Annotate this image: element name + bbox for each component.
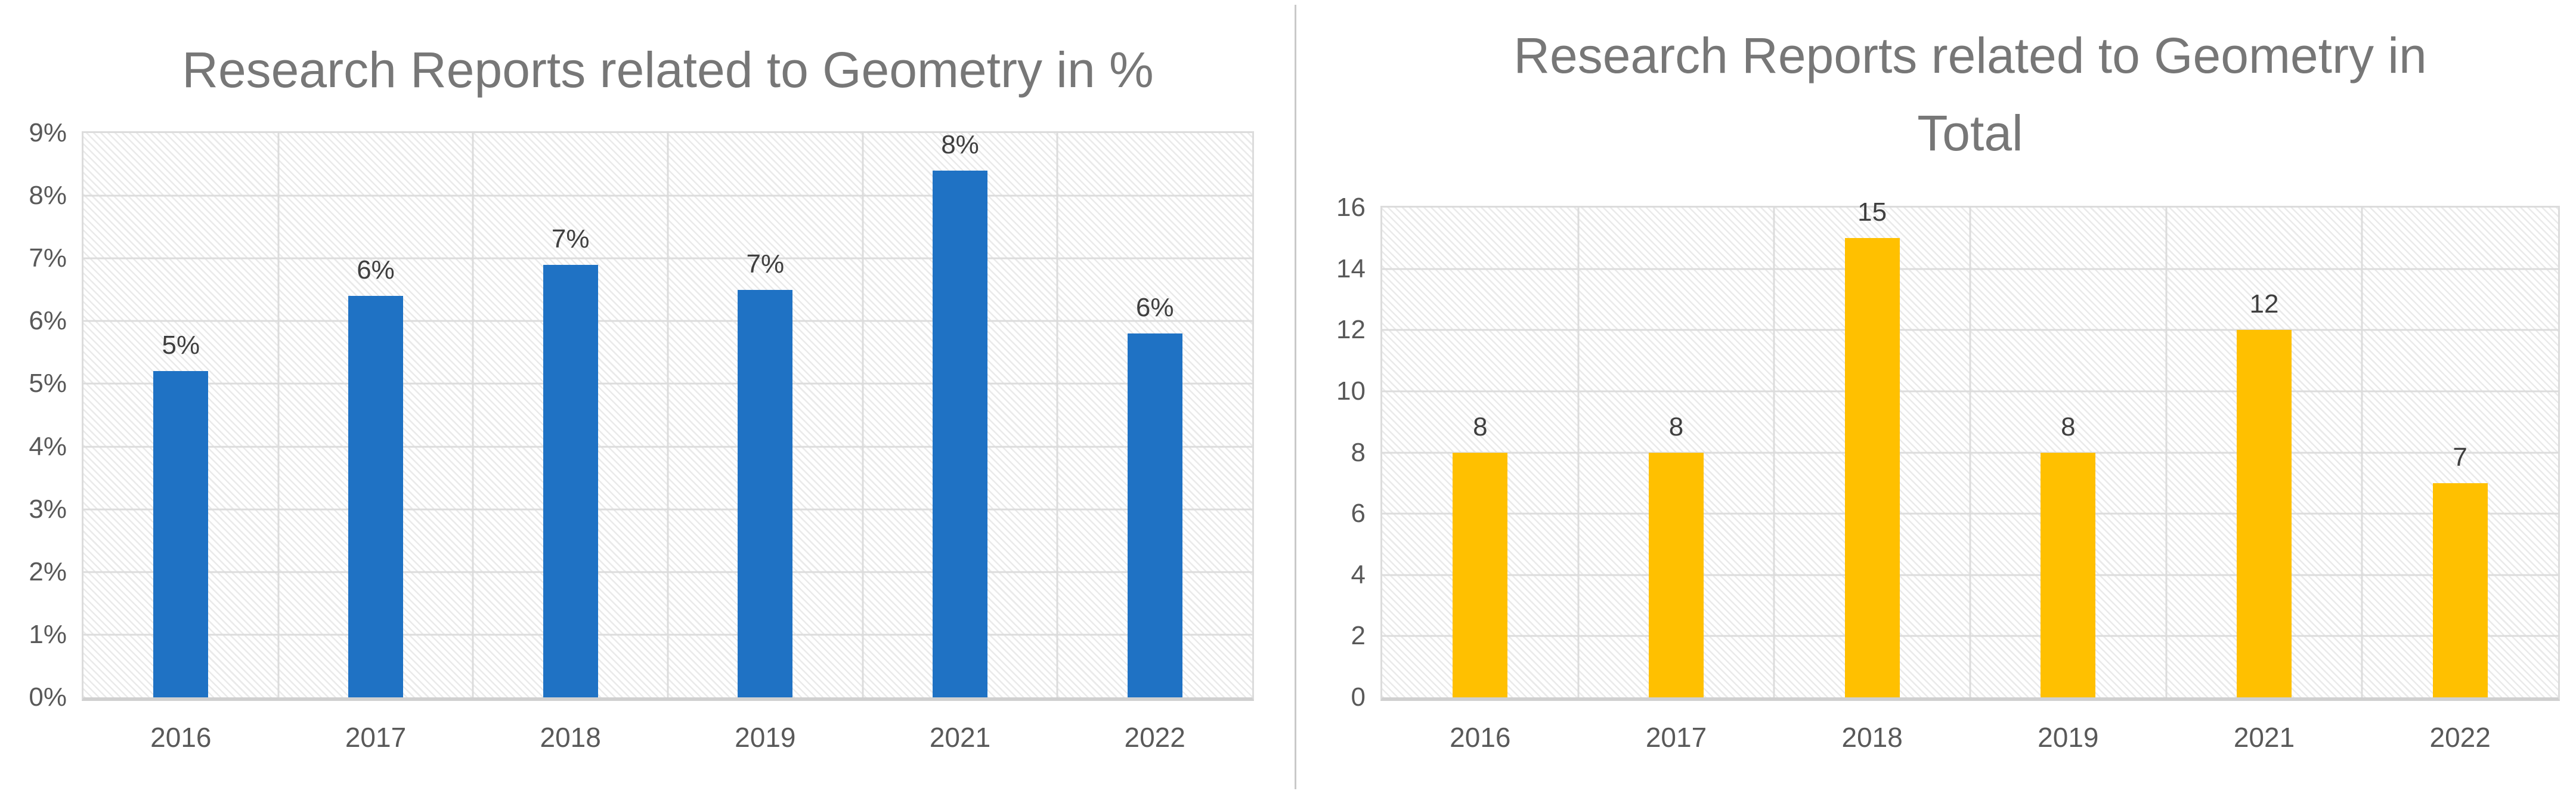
chart-percent-plot-area: 0% 1% 2% 3% 4% 5% 6% 7% 8% 9% 5% 2016 6% 2017 7% 2018 7%… [29, 118, 1254, 753]
chart-percent: Research Reports related to Geometry in … [0, 0, 1276, 794]
bar-2018 [1844, 238, 1900, 697]
chart-total-plot-area: 0 2 4 6 8 10 12 14 16 8 2016 8 2017 15 2018 8 2019 12 2021… [1336, 193, 2560, 753]
x-axis-category-label: 2019 [2038, 722, 2099, 753]
y-axis-tick-label: 1% [29, 619, 67, 649]
bar-data-label: 7 [2453, 442, 2467, 472]
bar-2022 [2432, 483, 2488, 697]
chart-total-title-line-1: Research Reports related to Geometry in [1513, 27, 2427, 84]
bar-data-label: 8 [1473, 412, 1488, 441]
gridline-vertical [277, 133, 280, 697]
x-axis-category-label: 2018 [1841, 722, 1903, 753]
bar-2019 [738, 289, 793, 697]
y-axis-tick-label: 3% [29, 494, 67, 524]
y-axis-tick-label: 6% [29, 306, 67, 336]
bar-data-label: 15 [1857, 197, 1887, 227]
bar-2018 [543, 264, 598, 697]
x-axis-category-label: 2018 [540, 722, 601, 753]
y-axis-tick-label: 5% [29, 369, 67, 398]
x-axis-category-label: 2016 [1450, 722, 1511, 753]
gridline-vertical [1056, 133, 1058, 697]
x-axis-category-label: 2022 [2429, 722, 2491, 753]
panel-divider [1295, 5, 1296, 789]
gridline-vertical [862, 133, 864, 697]
x-axis-category-label: 2016 [150, 722, 212, 753]
bar-data-label: 8 [2061, 412, 2076, 441]
bar-2021 [2237, 330, 2292, 697]
gridline-vertical [1577, 208, 1580, 697]
chart-percent-title-text: Research Reports related to Geometry in … [182, 42, 1154, 98]
y-axis-tick-label: 8 [1351, 437, 1366, 467]
x-axis-category-label: 2017 [345, 722, 407, 753]
y-axis-tick-label: 9% [29, 118, 67, 147]
bar-data-label: 12 [2249, 289, 2279, 319]
x-axis-category-label: 2017 [1645, 722, 1707, 753]
chart-total-title: Research Reports related to Geometry in … [1380, 17, 2560, 172]
y-axis-tick-label: 2% [29, 557, 67, 586]
x-axis-category-label: 2019 [735, 722, 796, 753]
y-axis-tick-label: 6 [1351, 499, 1366, 529]
x-axis-category-label: 2021 [929, 722, 991, 753]
bar-data-label: 8 [1668, 412, 1684, 441]
gridline-vertical [2165, 208, 2168, 697]
bar-data-label: 6% [357, 255, 395, 285]
bar-2022 [1127, 333, 1182, 697]
bar-2019 [2041, 452, 2096, 697]
bar-2021 [933, 171, 987, 697]
bar-data-label: 7% [746, 249, 785, 279]
gridline-vertical [1773, 208, 1775, 697]
y-axis-tick-label: 12 [1336, 315, 1366, 345]
y-axis-tick-label: 10 [1336, 376, 1366, 406]
gridline-vertical [2361, 208, 2363, 697]
gridline-vertical [1969, 208, 1971, 697]
chart-total-title-line-2: Total [1917, 105, 2023, 162]
bar-2017 [348, 296, 403, 697]
y-axis-tick-label: 0 [1351, 682, 1366, 712]
bar-data-label: 7% [551, 224, 590, 254]
chart-total: Research Reports related to Geometry in … [1276, 0, 2576, 794]
y-axis-tick-label: 2 [1351, 621, 1366, 651]
gridline-vertical [472, 133, 474, 697]
bar-2016 [1453, 452, 1508, 697]
y-axis-tick-label: 0% [29, 682, 67, 712]
bar-2017 [1649, 452, 1704, 697]
chart-percent-title: Research Reports related to Geometry in … [82, 31, 1254, 109]
y-axis-tick-label: 7% [29, 243, 67, 273]
y-axis-tick-label: 4% [29, 431, 67, 461]
gridline-vertical [667, 133, 669, 697]
y-axis-tick-label: 8% [29, 181, 67, 211]
y-axis-tick-label: 16 [1336, 193, 1366, 222]
y-axis-tick-label: 4 [1351, 560, 1366, 589]
bar-data-label: 8% [941, 130, 979, 160]
x-axis-category-label: 2021 [2233, 722, 2295, 753]
bar-data-label: 6% [1135, 293, 1174, 323]
bar-2016 [153, 371, 209, 697]
x-axis-category-label: 2022 [1124, 722, 1185, 753]
bar-data-label: 5% [162, 330, 200, 360]
y-axis-tick-label: 14 [1336, 254, 1366, 283]
